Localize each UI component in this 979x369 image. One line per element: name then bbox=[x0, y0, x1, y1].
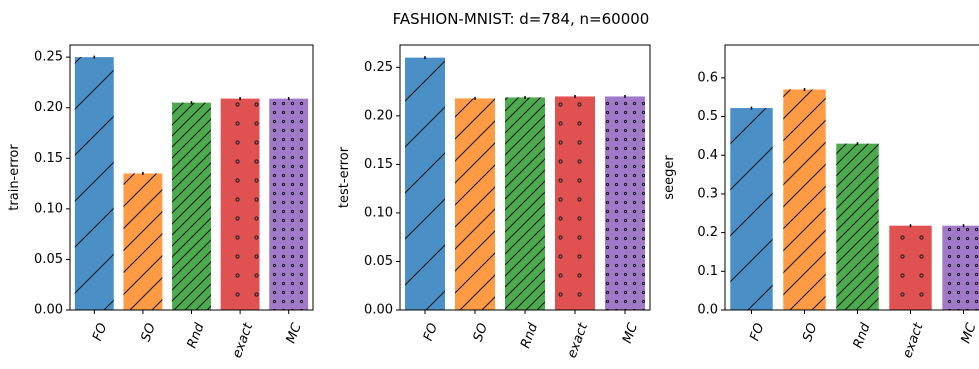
x-tick-label-rnd: Rnd bbox=[185, 321, 208, 351]
x-tick-label-exact: exact bbox=[900, 320, 927, 360]
y-tick-label: 0.6 bbox=[697, 70, 718, 85]
bar-hatch-rnd-train-error bbox=[172, 102, 211, 310]
bar-hatch-fo-seeger bbox=[730, 108, 773, 310]
y-tick-label: 0.05 bbox=[364, 254, 393, 269]
y-tick-label: 0.2 bbox=[697, 225, 718, 240]
y-axis-label: test-error bbox=[337, 146, 352, 208]
x-tick-label-so: SO bbox=[471, 321, 491, 343]
panel-test-error: FO SO Rnd exact MC 0.00 0.05 0.10 0.15 0.20 0.25 te… bbox=[337, 44, 651, 360]
x-tick-label-fo: FO bbox=[421, 321, 441, 343]
y-tick-label: 0.00 bbox=[364, 303, 393, 318]
figure-title: FASHION-MNIST: d=784, n=60000 bbox=[393, 10, 650, 28]
y-tick-label: 0.25 bbox=[34, 50, 63, 65]
x-tick-label-mc: MC bbox=[284, 320, 305, 345]
panel-train-error: FO SO Rnd exact MC 0.00 0.05 0.10 0.15 0.20 0.25 tr… bbox=[7, 44, 314, 360]
bar-hatch-so-seeger bbox=[783, 89, 826, 311]
bar-hatch-exact-test-error bbox=[555, 96, 595, 310]
y-tick-label: 0.3 bbox=[697, 186, 718, 201]
bar-hatch-exact-train-error bbox=[220, 98, 260, 310]
panel-seeger: FO SO Rnd exact MC 0.0 0.1 0.2 0.3 0.4 0.5 0.6 seege… bbox=[662, 44, 979, 360]
bar-hatch-so-train-error bbox=[123, 173, 163, 310]
bar-hatch-mc-train-error bbox=[269, 98, 309, 310]
x-tick-label-rnd: Rnd bbox=[851, 321, 874, 351]
y-tick-label: 0.05 bbox=[34, 252, 63, 267]
bar-hatch-mc-seeger bbox=[942, 225, 979, 310]
bar-hatch-fo-test-error bbox=[405, 57, 445, 310]
x-tick-label-so: SO bbox=[139, 321, 159, 343]
y-tick-label: 0.10 bbox=[364, 205, 393, 220]
bar-hatch-so-test-error bbox=[455, 98, 495, 310]
x-tick-label-mc: MC bbox=[620, 320, 641, 345]
y-tick-label: 0.00 bbox=[34, 303, 63, 318]
y-tick-label: 0.15 bbox=[364, 157, 393, 172]
x-tick-label-fo: FO bbox=[747, 321, 767, 343]
bar-hatch-mc-test-error bbox=[605, 96, 645, 310]
y-tick-label: 0.10 bbox=[34, 201, 63, 216]
y-tick-label: 0.20 bbox=[34, 100, 63, 115]
bar-hatch-fo-train-error bbox=[74, 57, 114, 310]
bar-hatch-rnd-seeger bbox=[836, 143, 879, 310]
x-tick-label-fo: FO bbox=[90, 321, 110, 343]
y-tick-label: 0.5 bbox=[697, 109, 718, 124]
axes-frame bbox=[399, 44, 651, 311]
bar-hatch-rnd-test-error bbox=[505, 97, 545, 311]
axes-frame bbox=[724, 44, 979, 311]
y-tick-label: 0.20 bbox=[364, 108, 393, 123]
axes-frame bbox=[69, 44, 314, 311]
x-tick-label-so: SO bbox=[800, 321, 820, 343]
x-tick-label-exact: exact bbox=[230, 320, 257, 360]
x-tick-label-mc: MC bbox=[958, 320, 979, 345]
y-tick-label: 0.0 bbox=[697, 303, 718, 318]
y-tick-label: 0.4 bbox=[697, 148, 718, 163]
x-tick-label-exact: exact bbox=[565, 320, 592, 360]
y-tick-label: 0.1 bbox=[697, 264, 718, 279]
y-tick-label: 0.25 bbox=[364, 60, 393, 75]
x-tick-label-rnd: Rnd bbox=[518, 321, 541, 351]
y-axis-label: seeger bbox=[662, 155, 677, 200]
y-axis-label: train-error bbox=[7, 144, 22, 211]
bar-hatch-exact-seeger bbox=[889, 225, 932, 310]
y-tick-label: 0.15 bbox=[34, 151, 63, 166]
